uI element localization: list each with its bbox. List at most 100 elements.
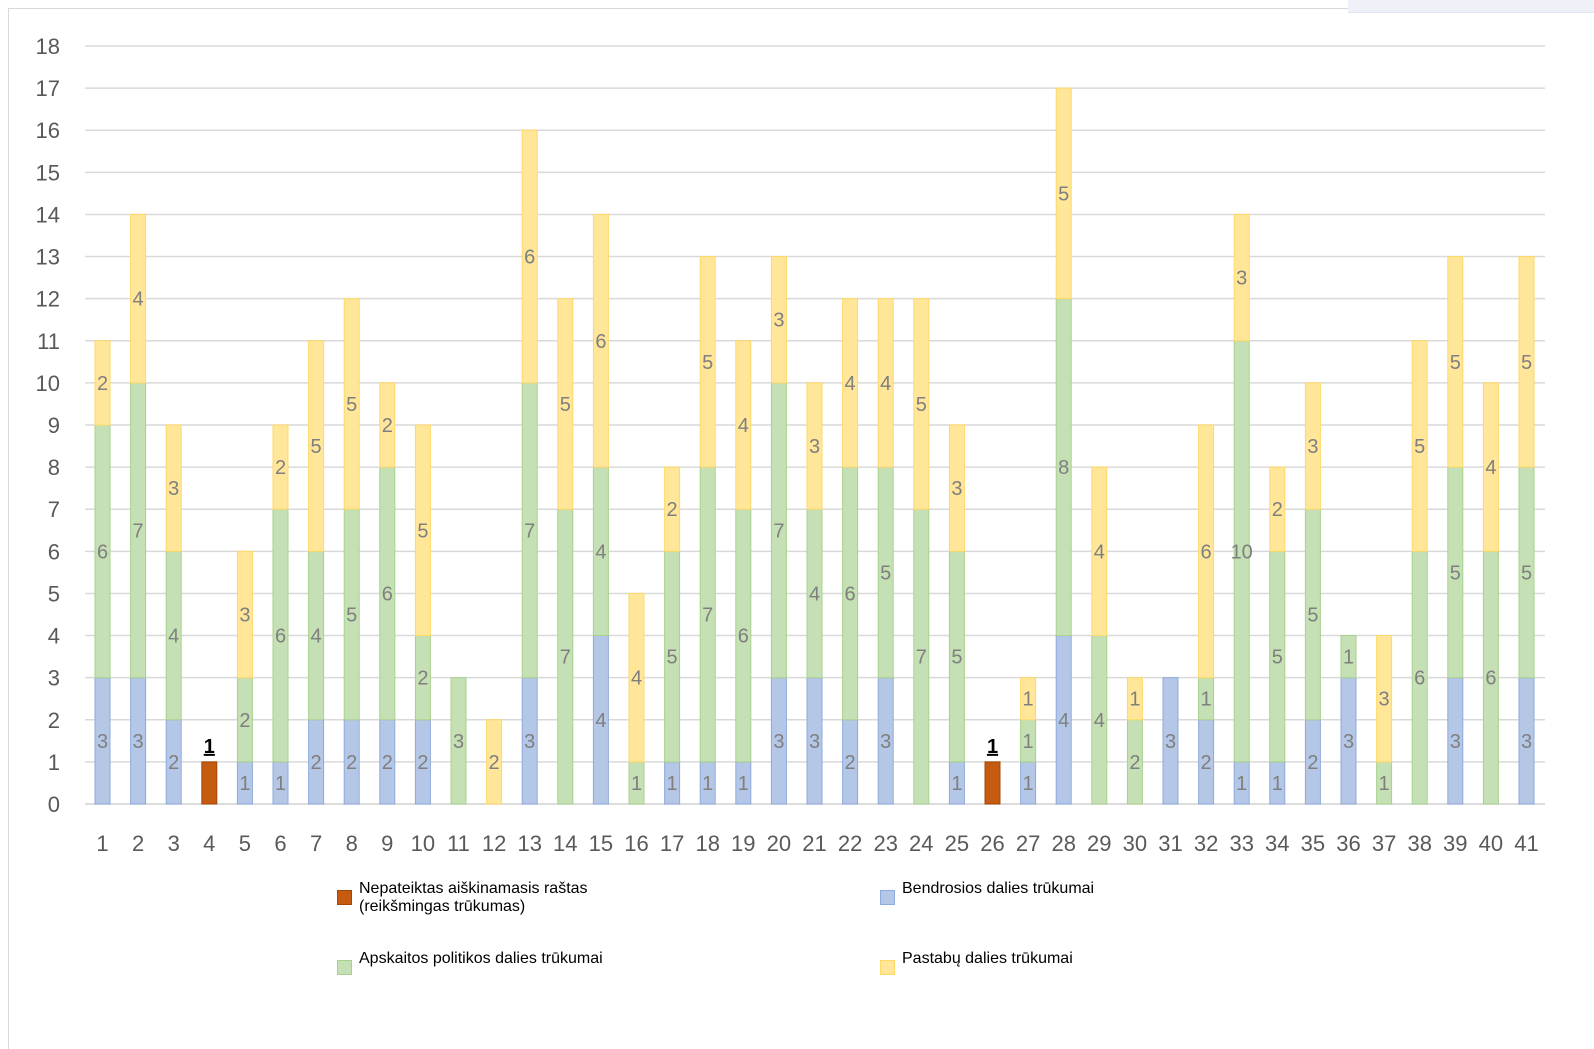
x-tick-label: 1 xyxy=(96,831,108,856)
x-tick-label: 7 xyxy=(310,831,322,856)
data-label: 6 xyxy=(738,626,749,648)
data-label: 4 xyxy=(1094,710,1105,732)
data-label: 3 xyxy=(809,731,820,753)
bar-segment xyxy=(842,298,859,468)
bar-segment xyxy=(628,592,645,763)
data-label: 3 xyxy=(1165,731,1176,753)
bar-segment xyxy=(1340,635,1357,679)
data-label: 5 xyxy=(1521,352,1532,374)
bar-segment xyxy=(1411,340,1428,552)
x-tick-label: 8 xyxy=(346,831,358,856)
y-tick-label: 10 xyxy=(36,371,60,396)
bar-segment xyxy=(664,466,681,552)
x-tick-label: 38 xyxy=(1407,831,1431,856)
x-tick-label: 39 xyxy=(1443,831,1467,856)
x-tick-label: 9 xyxy=(381,831,393,856)
bar-segment xyxy=(1055,87,1072,300)
data-label: 5 xyxy=(1414,436,1425,458)
data-label: 3 xyxy=(773,731,784,753)
x-tick-label: 13 xyxy=(517,831,541,856)
x-tick-label: 35 xyxy=(1301,831,1325,856)
data-label: 3 xyxy=(524,731,535,753)
data-label: 4 xyxy=(631,668,642,690)
bar-segment xyxy=(735,340,752,510)
y-tick-label: 14 xyxy=(36,202,60,227)
x-tick-label: 22 xyxy=(838,831,862,856)
data-label: 3 xyxy=(133,731,144,753)
bar-segment xyxy=(557,298,574,510)
data-label: 4 xyxy=(595,541,606,563)
data-label: 2 xyxy=(311,752,322,774)
data-label: 1 xyxy=(667,773,678,795)
bar-segment xyxy=(1162,677,1179,805)
y-tick-label: 11 xyxy=(37,329,60,354)
legend-swatch-bendrosios xyxy=(880,890,895,905)
data-label: 6 xyxy=(1485,668,1496,690)
y-tick-label: 8 xyxy=(48,455,60,480)
y-tick-label: 6 xyxy=(48,539,60,564)
bar-segment xyxy=(948,424,965,552)
y-tick-label: 4 xyxy=(48,624,60,649)
bar-segment xyxy=(1482,382,1499,552)
x-tick-label: 31 xyxy=(1158,831,1182,856)
bar-segment xyxy=(236,550,253,679)
data-label: 4 xyxy=(880,373,891,395)
x-tick-label: 27 xyxy=(1016,831,1040,856)
bar-segment xyxy=(379,382,396,468)
data-label: 5 xyxy=(951,647,962,669)
data-label: 5 xyxy=(916,394,927,416)
x-tick-label: 28 xyxy=(1051,831,1075,856)
data-label: 2 xyxy=(1272,499,1283,521)
data-label: 3 xyxy=(880,731,891,753)
x-tick-label: 29 xyxy=(1087,831,1111,856)
data-label: 3 xyxy=(773,310,784,332)
bar-segment xyxy=(486,719,503,805)
bar-segment xyxy=(699,256,716,468)
data-label: 4 xyxy=(1094,541,1105,563)
x-tick-label: 30 xyxy=(1123,831,1147,856)
data-label: 5 xyxy=(417,520,428,542)
data-label: 2 xyxy=(275,457,286,479)
data-label: 1 xyxy=(1129,689,1140,711)
data-label: 5 xyxy=(702,352,713,374)
data-label: 1 xyxy=(1023,689,1034,711)
x-tick-label: 26 xyxy=(980,831,1004,856)
data-label: 3 xyxy=(168,478,179,500)
data-label: 3 xyxy=(97,731,108,753)
legend-swatch-nepateiktas xyxy=(337,890,352,905)
legend-label-pastabu: Pastabų dalies trūkumai xyxy=(902,950,1073,967)
data-label: 5 xyxy=(1450,352,1461,374)
x-tick-label: 5 xyxy=(239,831,251,856)
legend-item-bendrosios: Bendrosios dalies trūkumai xyxy=(880,880,1094,905)
data-label: 1 xyxy=(1023,773,1034,795)
x-tick-label: 15 xyxy=(589,831,613,856)
data-label: 4 xyxy=(845,373,856,395)
bar-segment xyxy=(1304,382,1321,510)
data-label: 3 xyxy=(1521,731,1532,753)
data-label: 3 xyxy=(1343,731,1354,753)
data-label: 1 xyxy=(1236,773,1247,795)
x-tick-label: 34 xyxy=(1265,831,1289,856)
data-label: 10 xyxy=(1231,541,1253,563)
data-label: 2 xyxy=(346,752,357,774)
x-tick-label: 20 xyxy=(767,831,791,856)
data-label: 7 xyxy=(773,520,784,542)
x-tick-label: 4 xyxy=(203,831,215,856)
bar-segment xyxy=(1269,466,1286,552)
x-tick-label: 40 xyxy=(1479,831,1503,856)
bar-segment xyxy=(201,761,218,805)
data-label: 1 xyxy=(1201,689,1212,711)
data-label: 1 xyxy=(987,736,998,758)
data-label: 4 xyxy=(1485,457,1496,479)
bar-segment xyxy=(94,340,111,426)
data-label: 4 xyxy=(1058,710,1069,732)
y-tick-label: 9 xyxy=(48,413,60,438)
data-label: 1 xyxy=(1379,773,1390,795)
data-label: 2 xyxy=(417,668,428,690)
x-tick-label: 24 xyxy=(909,831,933,856)
bar-segment xyxy=(1091,466,1108,637)
data-label: 3 xyxy=(951,478,962,500)
x-tick-label: 21 xyxy=(802,831,826,856)
stacked-bar-chart: 0123456789101112131415161718362137422433… xyxy=(36,34,1545,856)
bar-segment xyxy=(521,129,538,384)
